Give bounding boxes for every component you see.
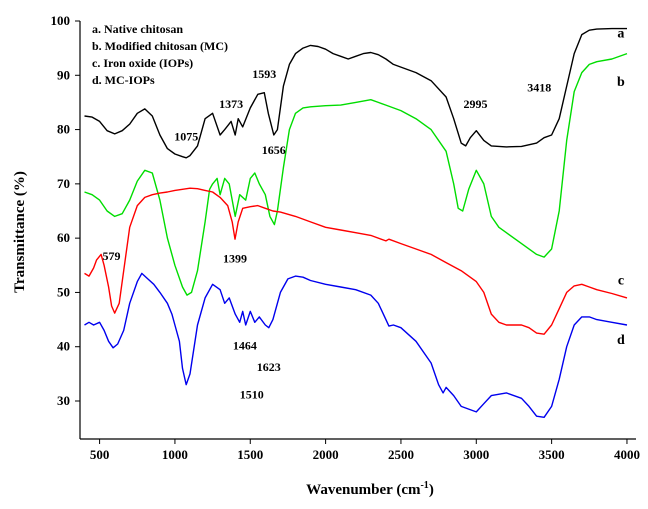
y-tick-label: 100 xyxy=(51,13,71,28)
series-line-d xyxy=(84,272,628,418)
peak-annotation: 1373 xyxy=(219,97,243,111)
peak-annotation: 2995 xyxy=(464,97,488,111)
x-axis-title-close: ) xyxy=(429,482,434,498)
peak-annotation: 1656 xyxy=(262,143,286,157)
peak-annotation: 1399 xyxy=(223,252,247,266)
peak-annotation: 1464 xyxy=(233,338,257,352)
y-tick-label: 40 xyxy=(57,339,70,354)
legend-entry-b: b. Modified chitosan (MC) xyxy=(92,39,228,53)
series-line-b xyxy=(84,52,628,296)
y-tick-label: 80 xyxy=(57,122,70,137)
y-tick-label: 50 xyxy=(57,284,70,299)
x-tick-label: 2000 xyxy=(313,447,339,462)
series-layer xyxy=(84,27,628,418)
y-tick-label: 30 xyxy=(57,393,70,408)
peak-annotation: 1510 xyxy=(240,387,264,401)
legend-entry-a: a. Native chitosan xyxy=(92,22,183,36)
y-tick-label: 70 xyxy=(57,176,70,191)
peak-annotation: 579 xyxy=(102,249,120,263)
peak-annotation: 1593 xyxy=(252,67,276,81)
legend: a. Native chitosan b. Modified chitosan … xyxy=(92,22,228,87)
x-tick-label: 2500 xyxy=(388,447,414,462)
peak-annotation: 1075 xyxy=(174,129,198,143)
y-axis-title: Transmittance (%) xyxy=(12,171,28,293)
peak-annotation: 1623 xyxy=(257,360,281,374)
legend-entry-d: d. MC-IOPs xyxy=(92,73,155,87)
x-axis-title-superscript: -1 xyxy=(420,480,428,491)
x-tick-label: 3000 xyxy=(463,447,489,462)
x-tick-label: 1500 xyxy=(237,447,263,462)
x-axis-title-main: Wavenumber (cm xyxy=(306,482,421,498)
series-tag-b: b xyxy=(617,75,625,90)
series-line-c xyxy=(84,187,628,335)
series-tag-layer: a b c d xyxy=(617,26,625,348)
legend-entry-c: c. Iron oxide (IOPs) xyxy=(92,56,193,70)
y-tick-label: 60 xyxy=(57,230,70,245)
plot-area: 500 1000 1500 2000 2500 3000 3500 4000 30 40 50 60 7… xyxy=(51,13,640,462)
x-tick-label: 3500 xyxy=(539,447,565,462)
x-tick-label: 4000 xyxy=(614,447,640,462)
y-tick-label: 90 xyxy=(57,67,70,82)
series-tag-c: c xyxy=(618,273,624,288)
x-axis-title: Wavenumber (cm-1) xyxy=(306,480,434,498)
series-line-a xyxy=(84,27,627,159)
series-tag-a: a xyxy=(617,26,624,41)
x-tick-label: 500 xyxy=(90,447,110,462)
peak-annotation: 3418 xyxy=(527,81,551,95)
series-tag-d: d xyxy=(617,333,625,348)
axis-ticks: 500 1000 1500 2000 2500 3000 3500 4000 30 40 50 60 7… xyxy=(51,13,640,462)
x-tick-label: 1000 xyxy=(162,447,188,462)
